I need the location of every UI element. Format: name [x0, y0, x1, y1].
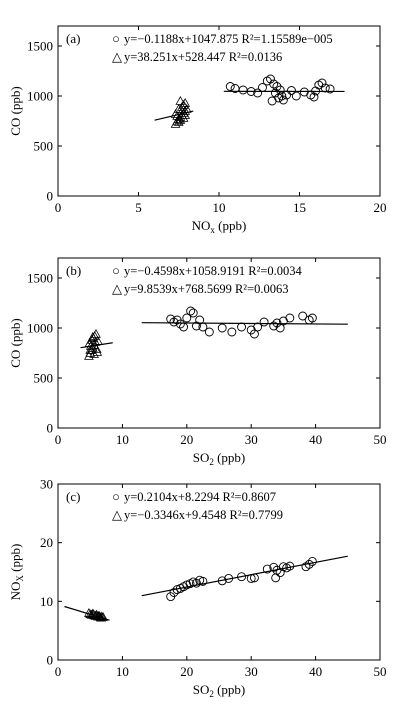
legend-marker-circle: ○: [112, 489, 120, 504]
panel-label: (a): [66, 31, 80, 46]
data-point-circle: [260, 318, 268, 326]
data-point-circle: [189, 309, 197, 317]
x-tick-label: 0: [55, 432, 62, 447]
y-tick-label: 10: [40, 594, 53, 609]
chart-panel-3: 0 10 20 30 40 50 0 10 20 30 SO2 (ppb) NOX (ppb) (c) ○…: [8, 477, 387, 700]
x-tick-label: 20: [374, 200, 387, 215]
x-tick-label: 40: [309, 664, 322, 679]
data-point-circle: [268, 97, 276, 105]
x-tick-label: 20: [180, 432, 193, 447]
fit-line-circle: [142, 556, 348, 595]
x-tick-label: 5: [135, 200, 142, 215]
data-point-circle: [228, 328, 236, 336]
x-axis-label: NOx (ppb): [192, 218, 247, 235]
y-tick-label: 0: [47, 421, 54, 436]
legend-marker-circle: ○: [112, 263, 120, 278]
x-tick-label: 30: [245, 664, 258, 679]
y-axis-label: CO (ppb): [8, 86, 23, 135]
y-tick-label: 1500: [27, 271, 53, 286]
data-point-circle: [226, 83, 234, 91]
legend-marker-triangle: △: [112, 507, 122, 522]
chart-panel-1: 0 5 10 15 20 0 500 1000 1500 NOx (ppb) CO (ppb) (a)…: [8, 26, 387, 235]
x-tick-label: 30: [245, 432, 258, 447]
x-tick-label: 10: [116, 664, 129, 679]
legend-marker-triangle: △: [112, 49, 122, 64]
x-tick-label: 50: [374, 432, 387, 447]
y-tick-label: 0: [47, 189, 54, 204]
data-point-circle: [272, 574, 280, 582]
y-tick-label: 1000: [27, 321, 53, 336]
legend-marker-triangle: △: [112, 281, 122, 296]
y-axis-label: NOX (ppb): [8, 544, 25, 601]
x-tick-label: 10: [116, 432, 129, 447]
x-tick-label: 15: [293, 200, 306, 215]
legend-equation: y=9.8539x+768.5699 R²=0.0063: [124, 282, 288, 296]
panel-label: (b): [66, 263, 81, 278]
data-point-circle: [238, 323, 246, 331]
data-point-circle: [287, 87, 295, 95]
x-tick-label: 10: [213, 200, 226, 215]
x-tick-label: 0: [55, 664, 62, 679]
y-tick-label: 30: [40, 477, 53, 492]
data-point-circle: [218, 324, 226, 332]
legend-equation: y=−0.4598x+1058.9191 R²=0.0034: [124, 264, 303, 278]
legend-equation: y=−0.1188x+1047.875 R²=1.15589e−005: [124, 32, 333, 46]
y-tick-label: 1000: [27, 89, 53, 104]
data-point-circle: [187, 307, 195, 315]
y-tick-label: 1500: [27, 39, 53, 54]
x-tick-label: 40: [309, 432, 322, 447]
y-axis-label: CO (ppb): [8, 318, 23, 367]
data-point-circle: [239, 86, 247, 94]
x-axis-label: SO2 (ppb): [193, 682, 246, 699]
y-tick-label: 20: [40, 535, 53, 550]
legend-equation: y=0.2104x+8.2294 R²=0.8607: [124, 490, 276, 504]
legend-equation: y=−0.3346x+9.4548 R²=0.7799: [124, 508, 283, 522]
legend-marker-circle: ○: [112, 31, 120, 46]
data-point-circle: [292, 92, 300, 100]
legend-equation: y=38.251x+528.447 R²=0.0136: [124, 50, 282, 64]
x-axis-label: SO2 (ppb): [193, 450, 246, 467]
y-tick-label: 0: [47, 653, 54, 668]
data-point-circle: [286, 314, 294, 322]
data-point-circle: [205, 328, 213, 336]
x-tick-label: 0: [55, 200, 62, 215]
x-tick-label: 50: [374, 664, 387, 679]
y-tick-label: 500: [34, 371, 54, 386]
panel-label: (c): [66, 489, 80, 504]
y-tick-label: 500: [34, 139, 54, 154]
x-tick-label: 20: [180, 664, 193, 679]
